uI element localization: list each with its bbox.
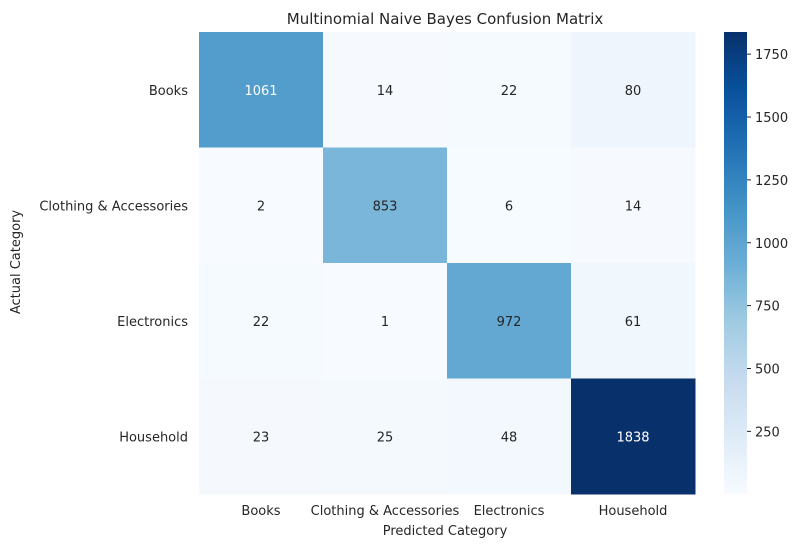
x-tick-label: Books: [241, 504, 280, 519]
heatmap-cell: [199, 32, 324, 148]
heatmap-cell: [447, 32, 572, 148]
colorbar-tick-label: 1750: [755, 48, 788, 63]
heatmap-cell: [571, 263, 696, 379]
heatmap-cell: [199, 378, 324, 495]
cell-value-label: 22: [501, 84, 518, 99]
colorbar-tick-label: 1000: [755, 237, 788, 252]
heatmap-cell: [323, 378, 448, 495]
x-tick-labels: Books Clothing & Accessories Electronics Ho…: [241, 504, 667, 519]
heatmap-cell: [323, 32, 448, 148]
cell-value-label: 22: [253, 315, 270, 330]
colorbar-tick-label: 500: [755, 363, 780, 378]
colorbar-tick-label: 1500: [755, 111, 788, 126]
cell-value-label: 6: [505, 199, 513, 214]
cell-value-label: 80: [625, 84, 642, 99]
y-tick-label: Books: [149, 84, 188, 99]
colorbar-tick-label: 1250: [755, 174, 788, 189]
y-axis-label: Actual Category: [9, 210, 24, 315]
heatmap-cell: [323, 263, 448, 379]
heatmap-cell: [323, 147, 448, 264]
heatmap-cell: [571, 32, 696, 148]
cell-value-label: 48: [501, 430, 518, 445]
y-tick-labels: Books Clothing & Accessories Electronics Ho…: [39, 84, 188, 446]
cell-value-label: 25: [377, 430, 394, 445]
y-tick-label: Clothing & Accessories: [39, 199, 188, 214]
colorbar-tick-label: 250: [755, 425, 780, 440]
cell-value-label: 1061: [244, 84, 277, 99]
heatmap-cell: [447, 378, 572, 495]
cell-value-label: 2: [257, 199, 265, 214]
colorbar-tick-label: 750: [755, 300, 780, 315]
heatmap-cell: [199, 147, 324, 264]
cell-value-label: 1838: [616, 430, 649, 445]
heatmap-cell: [447, 263, 572, 379]
heatmap-cell: [199, 263, 324, 379]
cell-value-label: 853: [373, 199, 398, 214]
cell-value-label: 14: [625, 199, 642, 214]
heatmap-cell: [571, 378, 696, 495]
x-tick-label: Electronics: [474, 504, 545, 519]
cell-value-label: 972: [497, 315, 522, 330]
cell-value-label: 1: [381, 315, 389, 330]
cell-value-label: 61: [625, 315, 642, 330]
colorbar-ticks: 250 500 750 1000 1250 1500 1750: [747, 48, 788, 440]
cell-value-label: 23: [253, 430, 270, 445]
x-tick-label: Clothing & Accessories: [311, 504, 460, 519]
cell-value-label: 14: [377, 84, 394, 99]
x-axis-label: Predicted Category: [383, 524, 508, 539]
heatmap-cells: 1061 14 22 80 2 853 6 14 22 1 972 61 23 25 48 1838: [199, 32, 696, 495]
y-tick-label: Household: [119, 430, 188, 445]
chart-title: Multinomial Naive Bayes Confusion Matrix: [287, 10, 604, 28]
x-tick-label: Household: [599, 504, 668, 519]
colorbar: [724, 32, 747, 494]
heatmap-cell: [571, 147, 696, 264]
heatmap-cell: [447, 147, 572, 264]
y-tick-label: Electronics: [117, 315, 188, 330]
